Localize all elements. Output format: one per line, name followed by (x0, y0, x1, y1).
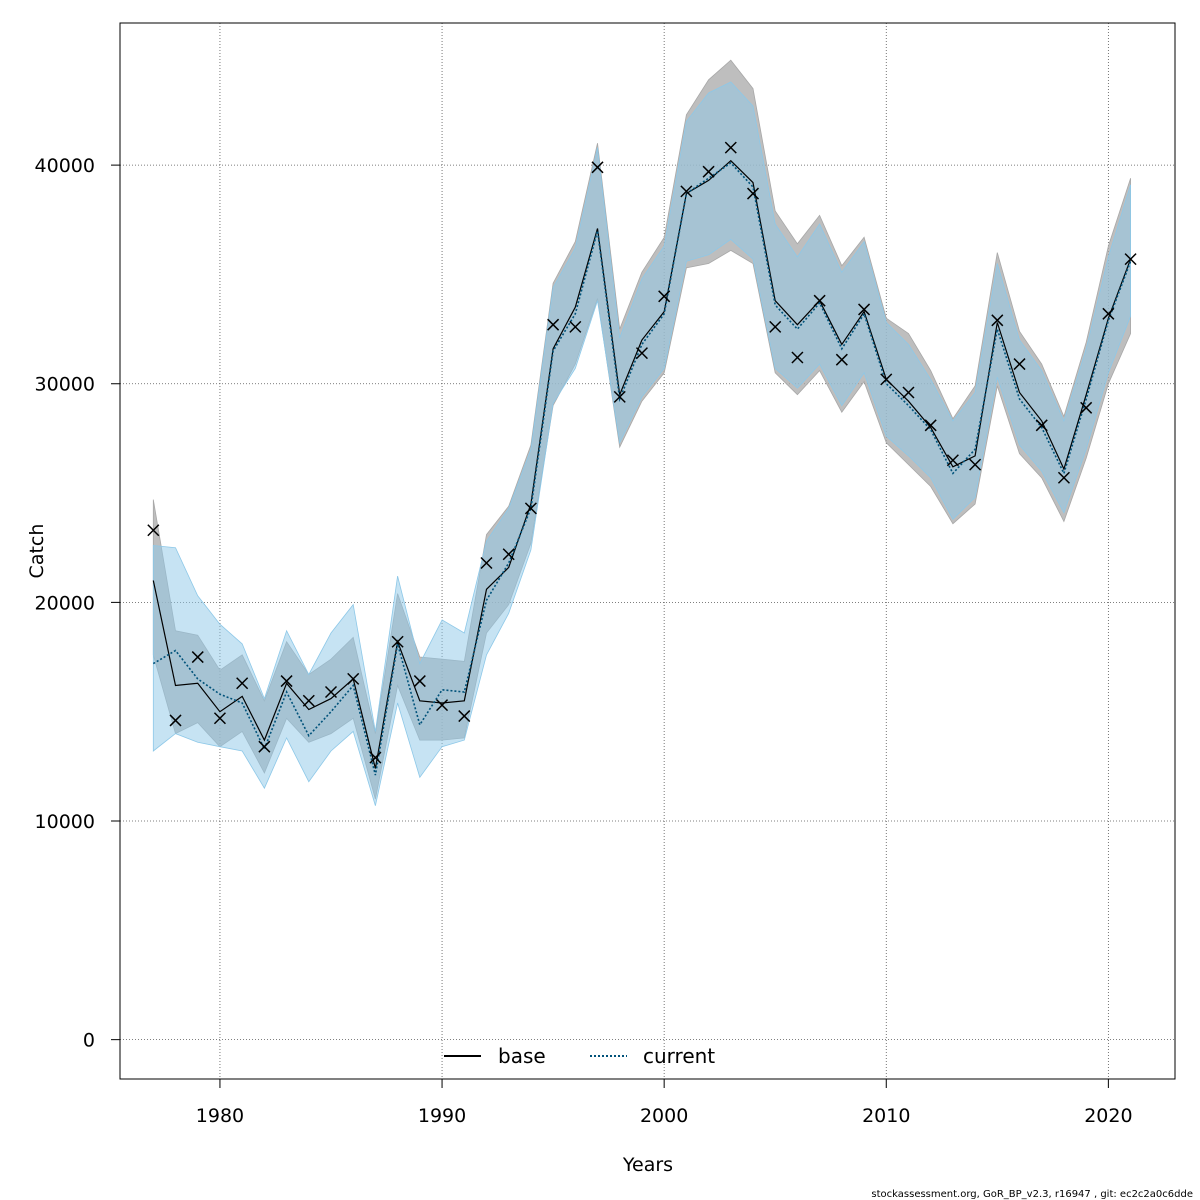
x-tick-label: 2000 (640, 1105, 688, 1127)
observed-point-marker (458, 710, 471, 723)
y-tick-label: 40000 (35, 155, 95, 177)
x-axis-ticks: 1980 1990 2000 2010 2020 (196, 1079, 1133, 1127)
legend-current-label: current (643, 1044, 715, 1068)
y-tick-label: 10000 (35, 811, 95, 833)
observed-point-marker (1124, 253, 1137, 266)
observed-point-marker (480, 556, 493, 570)
observed-point-marker (991, 314, 1004, 327)
observed-point-marker (591, 161, 604, 174)
observed-point-marker (147, 524, 160, 537)
base-series-line (152, 159, 1132, 769)
footer-credit: stockassessment.org, GoR_BP_v2.3, r16947… (871, 1189, 1193, 1200)
observed-point-marker (1102, 307, 1115, 320)
observed-point-marker (946, 454, 959, 467)
observed-point-marker (1080, 401, 1093, 414)
observed-point-marker (191, 651, 204, 664)
observed-point-marker (1035, 419, 1048, 432)
x-tick-label: 1990 (418, 1105, 466, 1127)
observed-point-marker (880, 373, 893, 386)
y-tick-label: 20000 (35, 592, 95, 614)
observed-point-marker (835, 353, 848, 366)
x-tick-label: 1980 (196, 1105, 244, 1127)
observed-point-marker (769, 320, 782, 333)
observed-point-marker (502, 548, 515, 561)
current-series-line (152, 161, 1132, 776)
y-tick-label: 0 (83, 1030, 95, 1052)
observed-point-marker (524, 502, 537, 515)
observed-point-marker (746, 187, 760, 200)
observed-point-marker (280, 675, 293, 688)
observed-point-marker (436, 699, 449, 712)
observed-point-marker (924, 419, 937, 432)
observed-point-marker (169, 714, 182, 727)
series-lines (152, 159, 1132, 776)
y-axis-ticks: 0 10000 20000 30000 40000 (35, 155, 120, 1052)
observed-point-marker (302, 694, 315, 707)
y-tick-label: 30000 (35, 374, 95, 396)
observed-point-marker (658, 290, 671, 303)
observed-point-marker (902, 386, 915, 399)
confidence-bands (152, 59, 1131, 806)
x-axis-title: Years (622, 1154, 673, 1176)
observed-point-marker (391, 635, 404, 648)
observed-point-marker (547, 318, 560, 331)
observed-point-marker (969, 458, 982, 471)
observed-point-marker (1057, 471, 1070, 484)
observed-point-marker (791, 351, 804, 364)
observed-point-marker (702, 165, 715, 178)
legend-base-label: base (498, 1044, 546, 1068)
observed-point-marker (236, 677, 249, 690)
observed-point-marker (613, 390, 626, 403)
observed-point-marker (1013, 358, 1026, 371)
x-tick-label: 2010 (862, 1105, 910, 1127)
observed-point-marker (258, 740, 271, 753)
observed-point-marker (724, 141, 737, 154)
observed-point-marker (413, 675, 426, 688)
observed-points (147, 141, 1137, 764)
observed-point-marker (369, 751, 382, 764)
observed-point-marker (813, 294, 826, 307)
observed-point-marker (858, 303, 871, 316)
legend: base current (444, 1044, 715, 1068)
observed-point-marker (213, 712, 226, 725)
grid (120, 23, 1175, 1079)
observed-point-marker (324, 685, 338, 699)
observed-point-marker (680, 185, 693, 198)
current-confidence-band (152, 81, 1131, 806)
y-axis-title: Catch (26, 524, 48, 579)
observed-point-marker (635, 347, 648, 360)
observed-point-marker (347, 672, 360, 685)
observed-point-marker (569, 320, 582, 333)
x-tick-label: 2020 (1084, 1105, 1132, 1127)
plot-frame (119, 22, 1176, 1080)
